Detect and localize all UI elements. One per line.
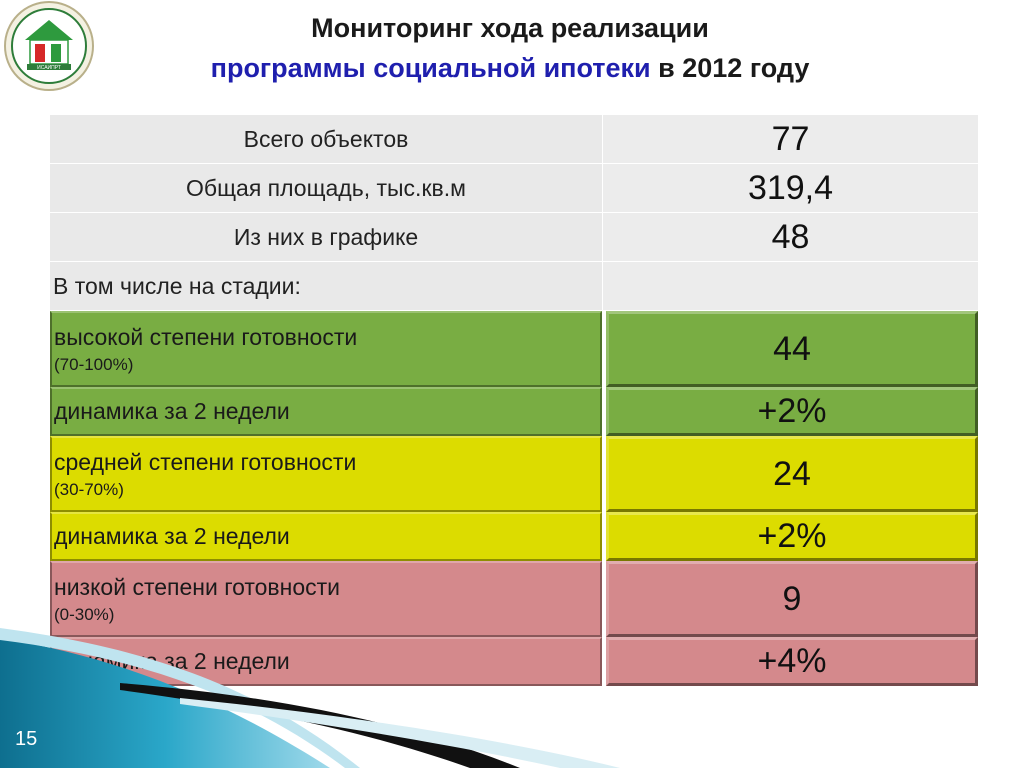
- decorative-swoosh: [0, 628, 620, 768]
- row-value: 77: [602, 115, 978, 164]
- table-row: В том числе на стадии:: [50, 262, 978, 311]
- row-label: средней степени готовности: [54, 448, 357, 475]
- row-label: динамика за 2 недели: [50, 512, 602, 561]
- table-row-dynamics: динамика за 2 недели +2%: [50, 387, 978, 436]
- row-sublabel: (30-70%): [54, 479, 124, 499]
- monitoring-table: Всего объектов 77 Общая площадь, тыс.кв.…: [50, 115, 978, 686]
- row-label: динамика за 2 недели: [50, 387, 602, 436]
- row-value: +2%: [606, 512, 978, 561]
- row-value: +2%: [606, 387, 978, 436]
- row-value: 9: [606, 561, 978, 637]
- row-label: Общая площадь, тыс.кв.м: [50, 164, 602, 213]
- row-value: 24: [606, 436, 978, 512]
- slide-number: 15: [15, 728, 38, 750]
- row-label: низкой степени готовности: [54, 573, 341, 600]
- row-value: 319,4: [602, 164, 978, 213]
- logo-text: ИСАИПРТ: [37, 65, 61, 71]
- slide-title: Мониторинг хода реализации программы соц…: [110, 8, 910, 88]
- organization-emblem-icon: ИСАИПРТ: [4, 1, 94, 91]
- table-row-high-readiness: высокой степени готовности (70-100%) 44: [50, 311, 978, 387]
- row-label: Из них в графике: [50, 213, 602, 262]
- row-value: 48: [602, 213, 978, 262]
- table-row-medium-readiness: средней степени готовности (30-70%) 24: [50, 436, 978, 512]
- title-line-1: Мониторинг хода реализации: [311, 13, 709, 43]
- row-sublabel: (0-30%): [54, 604, 115, 624]
- title-accent: программы социальной ипотеки: [210, 53, 651, 83]
- row-value: [602, 262, 978, 311]
- title-rest: в 2012 году: [650, 53, 810, 83]
- row-sublabel: (70-100%): [54, 354, 134, 374]
- table-row: Всего объектов 77: [50, 115, 978, 164]
- row-label: Всего объектов: [50, 115, 602, 164]
- table-row-low-readiness: низкой степени готовности (0-30%) 9: [50, 561, 978, 637]
- row-label: В том числе на стадии:: [50, 262, 602, 311]
- table-row: Общая площадь, тыс.кв.м 319,4: [50, 164, 978, 213]
- row-value: +4%: [606, 637, 978, 686]
- title-line-2: программы социальной ипотеки в 2012 году: [110, 48, 910, 88]
- table-row-dynamics: динамика за 2 недели +2%: [50, 512, 978, 561]
- row-label: высокой степени готовности: [54, 323, 358, 350]
- row-value: 44: [606, 311, 978, 387]
- table-row: Из них в графике 48: [50, 213, 978, 262]
